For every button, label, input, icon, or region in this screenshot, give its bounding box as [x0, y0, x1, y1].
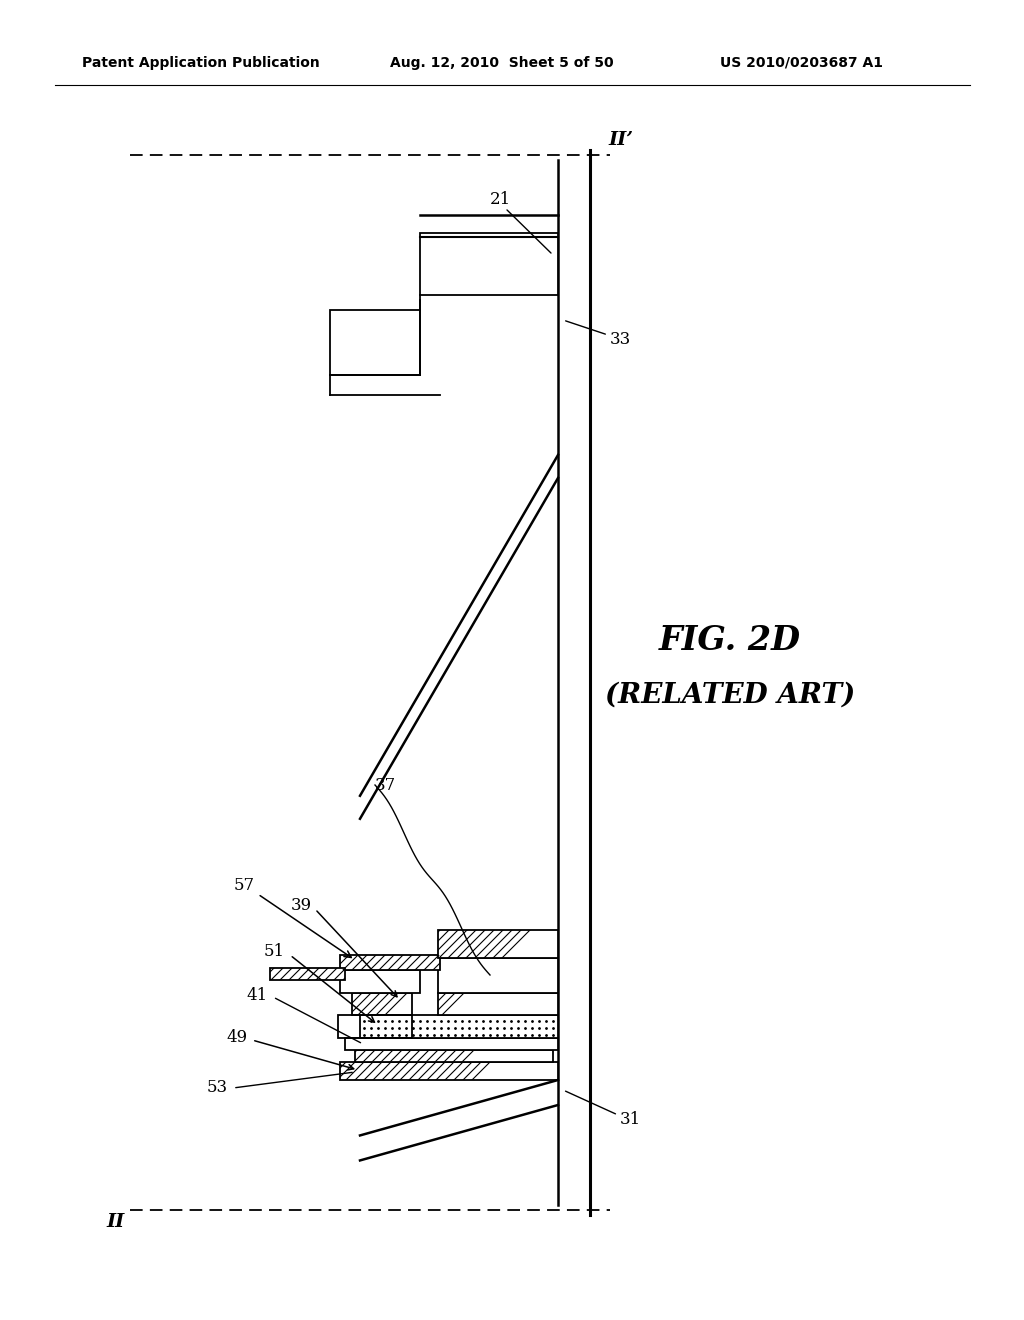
Text: (RELATED ART): (RELATED ART)	[605, 681, 855, 709]
Polygon shape	[340, 1063, 558, 1080]
Polygon shape	[345, 1038, 558, 1049]
Polygon shape	[438, 931, 558, 958]
Text: 37: 37	[375, 776, 396, 793]
Text: II’: II’	[608, 131, 633, 149]
Polygon shape	[340, 970, 420, 993]
Text: 33: 33	[610, 331, 631, 348]
Polygon shape	[360, 1015, 558, 1038]
Polygon shape	[438, 958, 558, 993]
Text: Aug. 12, 2010  Sheet 5 of 50: Aug. 12, 2010 Sheet 5 of 50	[390, 55, 613, 70]
Polygon shape	[340, 954, 440, 970]
Text: 39: 39	[291, 896, 312, 913]
Polygon shape	[438, 993, 558, 1015]
Text: 51: 51	[264, 944, 285, 961]
Text: US 2010/0203687 A1: US 2010/0203687 A1	[720, 55, 883, 70]
Text: 53: 53	[207, 1080, 228, 1097]
Text: 49: 49	[227, 1028, 248, 1045]
Text: Patent Application Publication: Patent Application Publication	[82, 55, 319, 70]
Text: 41: 41	[247, 986, 268, 1003]
Polygon shape	[352, 993, 412, 1015]
Text: 57: 57	[233, 876, 351, 957]
Polygon shape	[270, 968, 345, 979]
Text: 21: 21	[490, 191, 511, 209]
Text: FIG. 2D: FIG. 2D	[658, 623, 801, 656]
Text: II: II	[106, 1213, 125, 1232]
Polygon shape	[420, 234, 558, 294]
Polygon shape	[355, 1049, 553, 1063]
Text: 31: 31	[620, 1111, 641, 1129]
Polygon shape	[330, 310, 420, 375]
